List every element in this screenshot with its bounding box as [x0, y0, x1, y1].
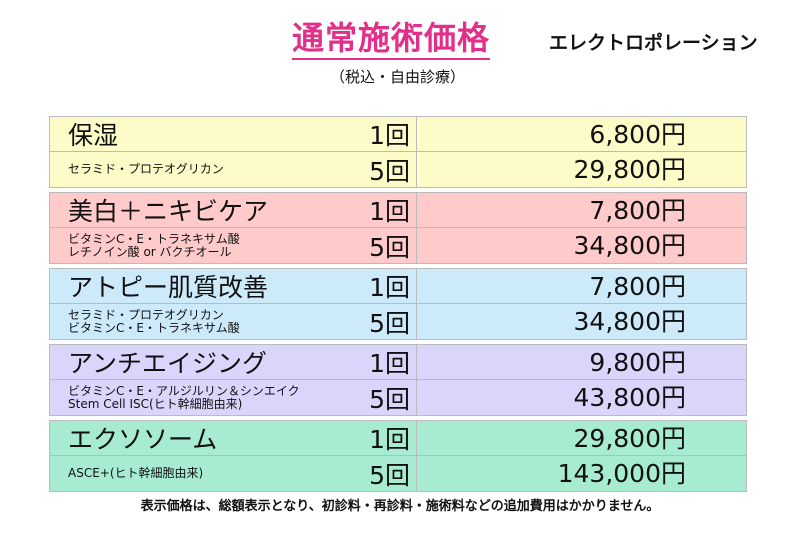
menu-name: エクソソーム: [68, 425, 218, 454]
session-count: 1回: [369, 349, 410, 378]
price: 34,800円: [573, 231, 686, 260]
ingredients: ビタミンC・E・トラネキサム酸 レチノイン酸 or バクチオール: [68, 231, 240, 259]
price-section: 保湿 1回 6,800円セラミド・プロテオグリカン 5回 29,800円: [49, 116, 747, 188]
session-count: 1回: [369, 121, 410, 150]
price-row: 美白＋ニキビケア 1回 7,800円: [50, 193, 746, 228]
session-count: 1回: [369, 197, 410, 226]
price: 6,800円: [589, 120, 686, 149]
menu-cell: ASCE+(ヒト幹細胞由来) 5回: [50, 456, 417, 491]
menu-cell: 美白＋ニキビケア 1回: [50, 193, 417, 227]
price: 7,800円: [589, 272, 686, 301]
session-count: 1回: [369, 273, 410, 302]
price-row: セラミド・プロテオグリカン ビタミンC・E・トラネキサム酸 5回 34,800円: [50, 304, 746, 339]
session-count: 5回: [369, 156, 410, 186]
menu-cell: エクソソーム 1回: [50, 421, 417, 455]
menu-name: 保湿: [68, 121, 119, 150]
session-count: 1回: [369, 425, 410, 454]
ingredients: ビタミンC・E・アルジルリン＆シンエイク Stem Cell ISC(ヒト幹細胞由…: [68, 383, 300, 411]
price: 34,800円: [573, 307, 686, 336]
price-row: セラミド・プロテオグリカン 5回 29,800円: [50, 152, 746, 187]
price-row: アトピー肌質改善 1回 7,800円: [50, 269, 746, 304]
ingredient: Stem Cell ISC(ヒト幹細胞由来): [68, 396, 243, 411]
session-count: 5回: [369, 232, 410, 262]
price-row: ビタミンC・E・アルジルリン＆シンエイク Stem Cell ISC(ヒト幹細胞由…: [50, 380, 746, 415]
menu-cell: アトピー肌質改善 1回: [50, 269, 417, 303]
price: 29,800円: [573, 424, 686, 453]
menu-cell: セラミド・プロテオグリカン ビタミンC・E・トラネキサム酸 5回: [50, 304, 417, 339]
ingredient: セラミド・プロテオグリカン: [68, 307, 224, 322]
price-section: アンチエイジング 1回 9,800円ビタミンC・E・アルジルリン＆シンエイク Stem…: [49, 344, 747, 416]
ingredient: ビタミンC・E・トラネキサム酸: [68, 231, 240, 246]
price-row: ビタミンC・E・トラネキサム酸 レチノイン酸 or バクチオール 5回 34,800円: [50, 228, 746, 263]
price-row: ASCE+(ヒト幹細胞由来) 5回 143,000円: [50, 456, 746, 491]
menu-cell: ビタミンC・E・アルジルリン＆シンエイク Stem Cell ISC(ヒト幹細胞由…: [50, 380, 417, 415]
price: 29,800円: [573, 155, 686, 184]
menu-cell: 保湿 1回: [50, 117, 417, 151]
menu-cell: セラミド・プロテオグリカン 5回: [50, 152, 417, 187]
menu-name: アトピー肌質改善: [68, 273, 269, 302]
ingredient: ビタミンC・E・トラネキサム酸: [68, 320, 240, 335]
price: 43,800円: [573, 383, 686, 412]
ingredient: レチノイン酸 or バクチオール: [68, 244, 232, 259]
menu-cell: アンチエイジング 1回: [50, 345, 417, 379]
menu-cell: ビタミンC・E・トラネキサム酸 レチノイン酸 or バクチオール 5回: [50, 228, 417, 263]
menu-name: 美白＋ニキビケア: [68, 197, 269, 226]
session-count: 5回: [369, 308, 410, 338]
session-count: 5回: [369, 460, 410, 490]
footer-note: 表示価格は、総額表示となり、初診料・再診料・施術料などの追加費用はかかりません。: [140, 499, 660, 514]
price-row: アンチエイジング 1回 9,800円: [50, 345, 746, 380]
price-section: アトピー肌質改善 1回 7,800円セラミド・プロテオグリカン ビタミンC・E・トラネ…: [49, 268, 747, 340]
page-title: 通常施術価格: [292, 18, 491, 60]
price: 143,000円: [557, 459, 686, 488]
ingredients: セラミド・プロテオグリカン ビタミンC・E・トラネキサム酸: [68, 307, 240, 335]
menu-name: アンチエイジング: [68, 349, 268, 378]
ingredients: セラミド・プロテオグリカン: [68, 163, 224, 176]
session-count: 5回: [369, 384, 410, 414]
price-row: エクソソーム 1回 29,800円: [50, 421, 746, 456]
price-table: 保湿 1回 6,800円 セラミド・プロテオグリカン 5回 29,800円 美白＋ニキビケア…: [49, 116, 747, 496]
page-subtitle: （税込・自由診療）: [330, 68, 466, 86]
ingredients: ASCE+(ヒト幹細胞由来): [68, 467, 203, 480]
ingredient: ビタミンC・E・アルジルリン＆シンエイク: [68, 383, 300, 398]
price-section: エクソソーム 1回 29,800円 ASCE+(ヒト幹細胞由来) 5回 143,000円: [49, 420, 747, 492]
price-section: 美白＋ニキビケア 1回 7,800円ビタミンC・E・トラネキサム酸 レチノイン酸 or…: [49, 192, 747, 264]
price: 7,800円: [589, 196, 686, 225]
ingredient: ASCE+(ヒト幹細胞由来): [68, 466, 204, 480]
price-row: 保湿 1回 6,800円: [50, 117, 746, 152]
ingredient: セラミド・プロテオグリカン: [68, 162, 224, 176]
price: 9,800円: [589, 348, 686, 377]
treatment-name: エレクトロポレーション: [549, 32, 758, 54]
